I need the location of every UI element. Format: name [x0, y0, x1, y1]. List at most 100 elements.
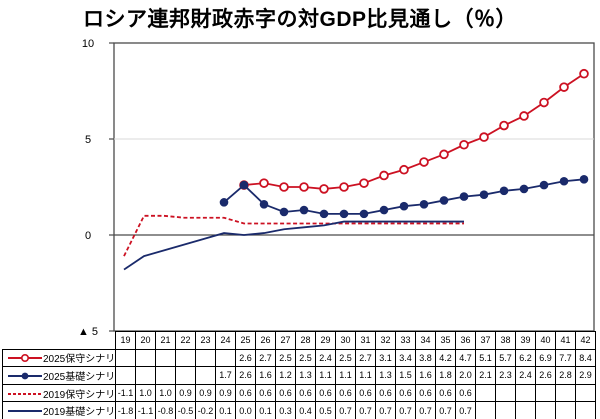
value-cell: 0.7: [375, 401, 396, 419]
open-circle-marker: [419, 157, 429, 167]
value-cell: [155, 366, 176, 385]
value-cell: 1.3: [375, 366, 396, 385]
open-circle-marker: [459, 139, 469, 150]
y-tick-label: 5: [85, 134, 91, 146]
filled-circle-marker: [239, 180, 249, 190]
plot-area: [113, 42, 595, 332]
value-cell: 2.6: [535, 366, 556, 385]
filled-circle-marker: [439, 196, 449, 205]
value-cell: [475, 383, 496, 403]
value-cell: 2.7: [355, 348, 376, 368]
value-cell: 0.6: [235, 383, 256, 403]
value-cell: 0.6: [275, 383, 296, 403]
year-header-cell: 23: [195, 331, 216, 350]
year-header-cell: 28: [295, 331, 316, 350]
value-cell: 0.5: [315, 401, 336, 419]
year-header-cell: 24: [215, 331, 236, 350]
value-cell: 0.6: [355, 383, 376, 403]
filled-circle-marker: [419, 199, 429, 209]
filled-circle-marker: [479, 190, 489, 199]
value-cell: [535, 383, 556, 403]
value-cell: [555, 401, 576, 419]
value-cell: -1.1: [115, 383, 136, 403]
value-cell: 0.9: [195, 383, 216, 403]
legend-cell: 2019保守シナリオ: [2, 383, 116, 403]
table-row: 2019基礎シナリオ-1.8-1.1-0.8-0.5-0.20.10.00.10…: [2, 401, 596, 419]
year-header-cell: 41: [555, 331, 576, 350]
year-header-cell: 20: [135, 331, 156, 350]
value-cell: 1.0: [135, 383, 156, 403]
value-cell: 2.5: [335, 348, 356, 368]
value-cell: 1.3: [295, 366, 316, 385]
value-cell: 1.6: [415, 366, 436, 385]
filled-circle-marker: [259, 199, 269, 209]
value-cell: [115, 366, 136, 385]
value-cell: 3.4: [395, 348, 416, 368]
open-circle-marker: [339, 182, 349, 192]
legend-cell: 2019基礎シナリオ: [2, 401, 116, 419]
value-cell: [495, 383, 516, 403]
value-cell: [515, 383, 536, 403]
open-circle-marker: [379, 170, 389, 181]
year-header-cell: 39: [515, 331, 536, 350]
y-tick-label: 0: [85, 230, 91, 242]
filled-circle-marker: [579, 175, 589, 184]
filled-circle-marker: [459, 192, 469, 201]
value-cell: 2.9: [575, 366, 596, 385]
legend-cell: 2025保守シナリオ: [2, 348, 116, 368]
year-header-cell: 36: [455, 331, 476, 350]
value-cell: 5.1: [475, 348, 496, 368]
value-cell: [575, 383, 596, 403]
chart-title: ロシア連邦財政赤字の対GDP比見通し（％）: [82, 8, 517, 31]
open-circle-marker: [279, 182, 289, 192]
filled-circle-marker: [499, 186, 509, 196]
value-cell: 1.1: [335, 366, 356, 385]
open-circle-marker: [499, 120, 509, 131]
value-cell: [175, 366, 196, 385]
value-cell: 2.7: [255, 348, 276, 368]
open-circle-marker: [539, 97, 549, 108]
filled-circle-marker: [339, 209, 349, 219]
value-cell: 4.7: [455, 348, 476, 368]
year-header-cell: 30: [335, 331, 356, 350]
open-circle-marker: [439, 149, 449, 160]
value-cell: 3.8: [415, 348, 436, 368]
value-cell: 2.6: [235, 366, 256, 385]
value-cell: [215, 348, 236, 368]
value-cell: 2.5: [275, 348, 296, 368]
value-cell: 3.1: [375, 348, 396, 368]
year-header-cell: 29: [315, 331, 336, 350]
value-cell: 2.4: [315, 348, 336, 368]
value-cell: 2.5: [295, 348, 316, 368]
value-cell: [135, 366, 156, 385]
value-cell: 0.7: [395, 401, 416, 419]
value-cell: [135, 348, 156, 368]
value-cell: 0.6: [435, 383, 456, 403]
value-cell: 0.6: [375, 383, 396, 403]
filled-circle-marker: [379, 205, 389, 215]
year-header-cell: 42: [575, 331, 596, 350]
value-cell: 2.1: [475, 366, 496, 385]
value-cell: 0.9: [175, 383, 196, 403]
value-cell: 0.7: [415, 401, 436, 419]
value-cell: 0.1: [215, 401, 236, 419]
legend-swatch-icon: [8, 372, 42, 380]
year-header-cell: 34: [415, 331, 436, 350]
table-row: 2019保守シナリオ-1.11.01.00.90.90.90.60.60.60.…: [2, 383, 596, 403]
open-circle-marker: [479, 132, 489, 142]
series-line: [123, 220, 464, 271]
year-header-cell: 38: [495, 331, 516, 350]
value-cell: 0.6: [335, 383, 356, 403]
open-circle-marker: [299, 182, 309, 192]
year-header-cell: 32: [375, 331, 396, 350]
filled-circle-marker: [299, 205, 309, 215]
value-cell: 7.7: [555, 348, 576, 368]
filled-circle-marker: [219, 198, 229, 207]
value-cell: 2.8: [555, 366, 576, 385]
open-circle-marker: [319, 184, 329, 194]
value-cell: 0.6: [415, 383, 436, 403]
value-cell: 1.8: [435, 366, 456, 385]
value-cell: [495, 401, 516, 419]
